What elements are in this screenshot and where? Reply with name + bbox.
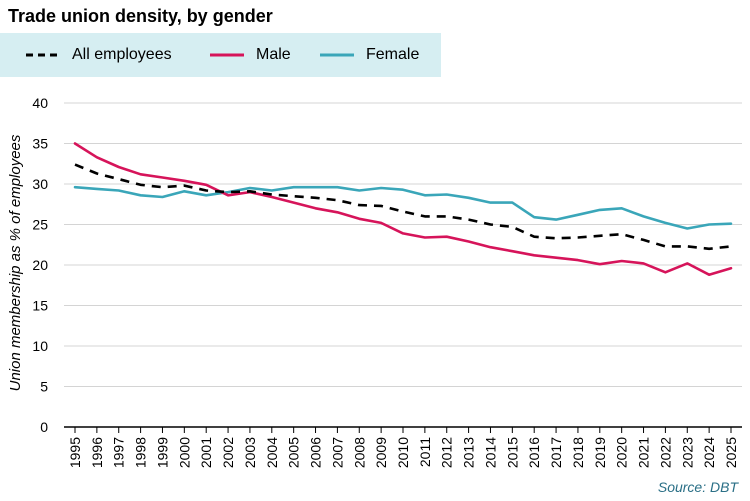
x-tick-label: 2000 [176, 437, 192, 468]
x-tick-label: 2007 [329, 437, 345, 468]
series-line-male [73, 142, 733, 277]
legend-item-male: Male [210, 33, 291, 77]
x-tick-label: 2001 [198, 437, 214, 468]
x-tick-label: 2019 [592, 437, 608, 468]
y-tick-label: 10 [32, 338, 48, 354]
legend-swatch-female [320, 53, 354, 57]
series-line-female [73, 185, 733, 230]
series-line-all-employees [74, 163, 732, 251]
x-tick-label: 2006 [308, 437, 324, 468]
x-tick-label: 2013 [461, 437, 477, 468]
y-tick-label: 35 [32, 136, 48, 152]
x-tick-label: 2016 [526, 437, 542, 468]
chart-title: Trade union density, by gender [8, 6, 273, 26]
x-tick-label: 2008 [351, 437, 367, 468]
x-tick-label: 2022 [657, 437, 673, 468]
legend-label: Female [366, 46, 420, 63]
x-tick-label: 2015 [504, 437, 520, 468]
x-tick-label: 1997 [111, 437, 127, 468]
y-tick-label: 30 [32, 176, 48, 192]
y-tick-label: 20 [32, 257, 48, 273]
x-tick-label: 2025 [723, 437, 739, 468]
x-tick-label: 2024 [701, 437, 717, 468]
y-tick-label: 25 [32, 217, 48, 233]
legend-label: All employees [72, 46, 172, 63]
legend-item-female: Female [320, 33, 419, 77]
y-axis-label: Union membership as % of employees [7, 134, 24, 391]
x-tick-label: 2011 [417, 437, 433, 467]
y-tick-label: 5 [40, 379, 48, 395]
legend-swatch-male [210, 53, 244, 57]
x-tick-label: 1998 [133, 437, 149, 468]
x-tick-label: 2010 [395, 437, 411, 468]
legend-item-all-employees: All employees [26, 33, 172, 77]
x-tick-label: 2017 [548, 437, 564, 468]
x-tick-label: 2002 [220, 437, 236, 468]
legend-swatch-dashed [26, 53, 60, 57]
x-tick-label: 2023 [679, 437, 695, 468]
x-tick-label: 2005 [286, 437, 302, 468]
x-tick-label: 2003 [242, 437, 258, 468]
x-tick-label: 2018 [570, 437, 586, 468]
x-tick-label: 1999 [154, 437, 170, 468]
chart-legend: All employees Male Female [0, 33, 441, 77]
y-tick-label: 40 [32, 95, 48, 111]
y-tick-label: 0 [40, 419, 48, 435]
x-tick-label: 1995 [67, 437, 83, 468]
x-tick-label: 2009 [373, 437, 389, 468]
x-tick-label: 2021 [636, 437, 652, 468]
x-tick-label: 2020 [614, 437, 630, 468]
x-tick-label: 2004 [264, 437, 280, 468]
legend-label: Male [256, 46, 291, 63]
x-tick-label: 2012 [439, 437, 455, 468]
x-tick-label: 1996 [89, 437, 105, 468]
x-tick-label: 2014 [482, 437, 498, 468]
y-tick-label: 15 [32, 298, 48, 314]
source-note: Source: DBT [657, 479, 738, 495]
